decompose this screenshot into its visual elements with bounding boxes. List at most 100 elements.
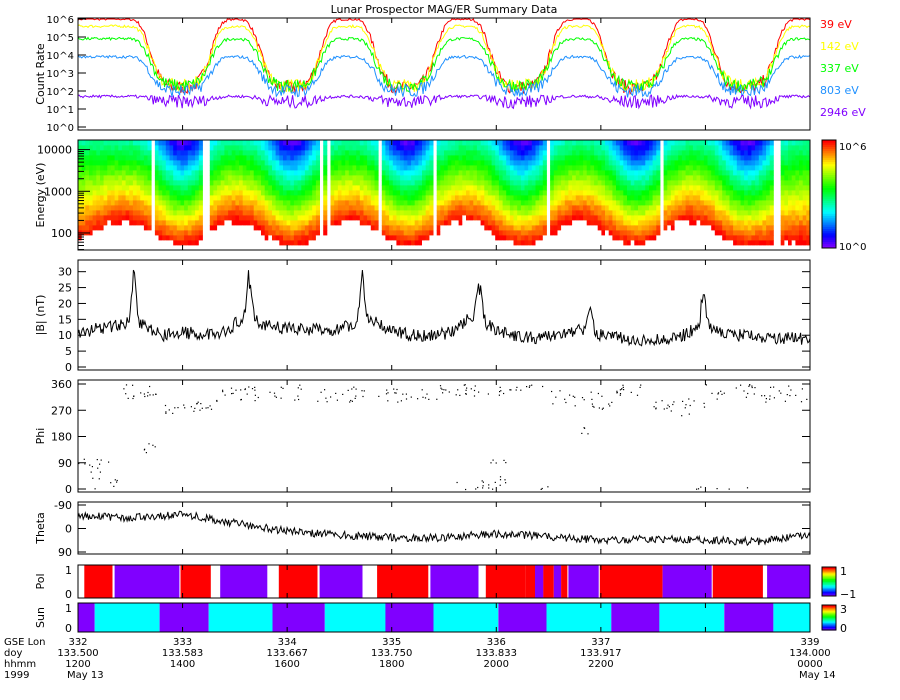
spectrogram-cell — [414, 210, 419, 216]
phi-point — [754, 387, 756, 389]
spectrogram-cell — [341, 185, 346, 191]
spectrogram-cell — [140, 145, 145, 151]
spectrogram-cell — [283, 225, 288, 231]
spectrogram-cell — [308, 240, 313, 246]
spectrogram-cell — [290, 240, 295, 246]
phi-point — [504, 479, 506, 481]
spectrogram-cell — [429, 235, 434, 241]
spectrogram-cell — [509, 230, 514, 236]
spectrogram-cell — [242, 175, 247, 181]
spectrogram-cell — [692, 210, 697, 216]
spectrogram-cell — [645, 190, 650, 196]
spectrogram-cell — [788, 240, 793, 246]
spectrogram-cell — [337, 200, 342, 206]
y-tick-label: 25 — [58, 282, 72, 295]
spectrogram-cell — [784, 205, 789, 211]
spectrogram-cell — [429, 245, 434, 251]
spectrogram-cell — [674, 245, 679, 251]
spectrogram-cell — [572, 205, 577, 211]
spectrogram-cell — [213, 195, 218, 201]
phi-point — [490, 462, 492, 464]
spectrogram-cell — [220, 225, 225, 231]
spectrogram-cell — [564, 200, 569, 206]
phi-point — [574, 396, 576, 398]
spectrogram-cell — [121, 140, 126, 146]
spectrogram-cell — [308, 195, 313, 201]
spectrogram-cell — [315, 225, 320, 231]
spectrogram-cell — [755, 175, 760, 181]
spectrogram-cell — [744, 240, 749, 246]
spectrogram-cell — [689, 190, 694, 196]
spectrogram-cell — [583, 140, 588, 146]
spectrogram-cell — [187, 140, 192, 146]
spectrogram-cell — [623, 165, 628, 171]
y-tick-label: 5 — [65, 345, 72, 358]
spectrogram-cell — [762, 155, 767, 161]
spectrogram-cell — [645, 185, 650, 191]
spectrogram-cell — [725, 170, 730, 176]
spectrogram-cell — [169, 225, 174, 231]
phi-point — [526, 386, 528, 388]
phi-point — [721, 393, 723, 395]
phi-point — [254, 389, 256, 391]
spectrogram-cell — [235, 145, 240, 151]
spectrogram-cell — [231, 225, 236, 231]
spectrogram-cell — [608, 240, 613, 246]
spectrogram-cell — [480, 195, 485, 201]
spectrogram-cell — [692, 185, 697, 191]
spectrogram-cell — [286, 230, 291, 236]
spectrogram-cell — [180, 195, 185, 201]
spectrogram-cell — [557, 175, 562, 181]
spectrogram-cell — [718, 180, 723, 186]
spectrogram-cell — [253, 230, 258, 236]
spectrogram-cell — [143, 165, 148, 171]
spectrogram-cell — [758, 210, 763, 216]
spectrogram-cell — [224, 195, 229, 201]
spectrogram-cell — [766, 195, 771, 201]
spectrogram-cell — [597, 235, 602, 241]
spectrogram-cell — [513, 160, 518, 166]
spectrogram-cell — [389, 200, 394, 206]
spectrogram-cell — [780, 165, 785, 171]
spectrogram-cell — [297, 190, 302, 196]
spectrogram-cell — [389, 180, 394, 186]
spectrogram-cell — [272, 210, 277, 216]
spectrogram-cell — [495, 240, 500, 246]
spectrogram-cell — [165, 170, 170, 176]
spectrogram-cell — [253, 190, 258, 196]
spectrogram-cell — [173, 210, 178, 216]
spectrogram-cell — [78, 235, 83, 241]
spectrogram-cell — [542, 245, 547, 251]
y-tick-label: 90 — [58, 457, 72, 470]
spectrogram-cell — [242, 155, 247, 161]
x-tick-label-doy: 134.000 — [789, 648, 830, 659]
spectrogram-cell — [341, 155, 346, 161]
spectrogram-cell — [414, 190, 419, 196]
spectrogram-cell — [802, 200, 807, 206]
spectrogram-cell — [279, 145, 284, 151]
spectrogram-cell — [293, 240, 298, 246]
spectrogram-cell — [125, 195, 130, 201]
spectrogram-cell — [235, 190, 240, 196]
spectrogram-cell — [791, 205, 796, 211]
spectrogram-cell — [312, 150, 317, 156]
spectrogram-cell — [315, 205, 320, 211]
spectrogram-cell — [100, 225, 105, 231]
spectrogram-cell — [506, 200, 511, 206]
spectrogram-cell — [92, 170, 97, 176]
spectrogram-cell — [484, 235, 489, 241]
spectrogram-cell — [345, 230, 350, 236]
phi-point — [91, 466, 93, 468]
spectrogram-cell — [246, 235, 251, 241]
spectrogram-cell — [389, 160, 394, 166]
spectrogram-cell — [605, 200, 610, 206]
spectrogram-cell — [652, 150, 657, 156]
spectrogram-cell — [411, 180, 416, 186]
spectrogram-cell — [799, 170, 804, 176]
phi-point — [133, 395, 135, 397]
spectrogram-cell — [700, 170, 705, 176]
spectrogram-cell — [561, 180, 566, 186]
phi-point — [590, 391, 592, 393]
spectrogram-cell — [337, 140, 342, 146]
spectrogram-cell — [627, 175, 632, 181]
